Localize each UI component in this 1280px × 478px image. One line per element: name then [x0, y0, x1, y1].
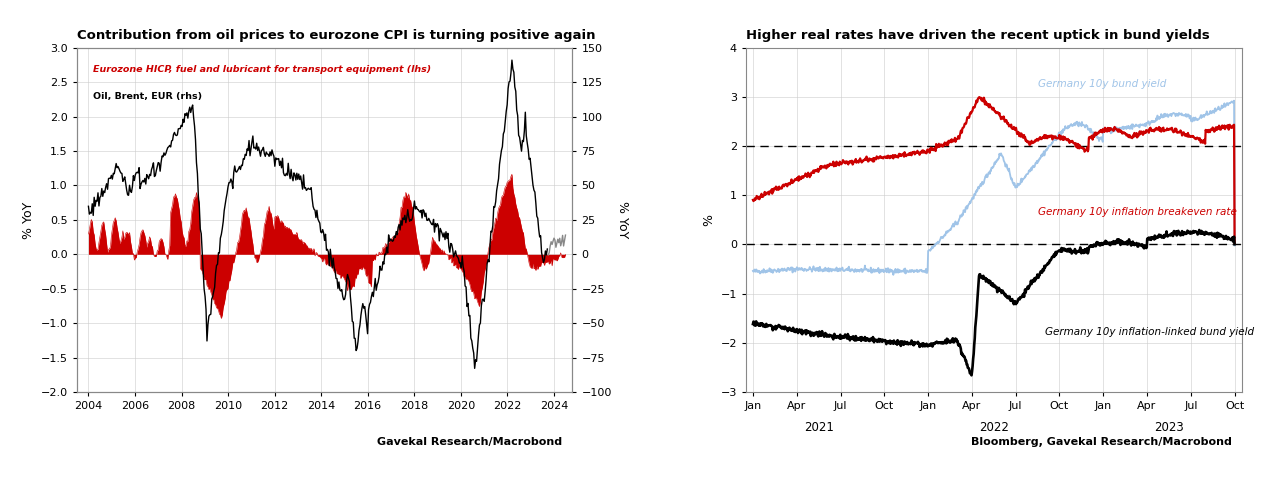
- Y-axis label: % YoY: % YoY: [22, 201, 35, 239]
- Text: 2022: 2022: [979, 421, 1009, 434]
- Text: 2023: 2023: [1155, 421, 1184, 434]
- Text: Germany 10y bund yield: Germany 10y bund yield: [1038, 79, 1166, 89]
- Text: Oil, Brent, EUR (rhs): Oil, Brent, EUR (rhs): [93, 92, 202, 101]
- Text: Contribution from oil prices to eurozone CPI is turning positive again: Contribution from oil prices to eurozone…: [77, 30, 595, 43]
- Y-axis label: % YoY: % YoY: [616, 201, 628, 239]
- Text: Higher real rates have driven the recent uptick in bund yields: Higher real rates have driven the recent…: [746, 30, 1210, 43]
- Text: 2021: 2021: [804, 421, 833, 434]
- Text: Bloomberg, Gavekal Research/Macrobond: Bloomberg, Gavekal Research/Macrobond: [970, 437, 1231, 447]
- Y-axis label: %: %: [701, 214, 714, 226]
- Text: Germany 10y inflation breakeven rate: Germany 10y inflation breakeven rate: [1038, 207, 1236, 217]
- Text: Eurozone HICP, fuel and lubricant for transport equipment (lhs): Eurozone HICP, fuel and lubricant for tr…: [93, 65, 431, 74]
- Text: Gavekal Research/Macrobond: Gavekal Research/Macrobond: [378, 437, 562, 447]
- Text: Germany 10y inflation-linked bund yield: Germany 10y inflation-linked bund yield: [1044, 327, 1254, 337]
